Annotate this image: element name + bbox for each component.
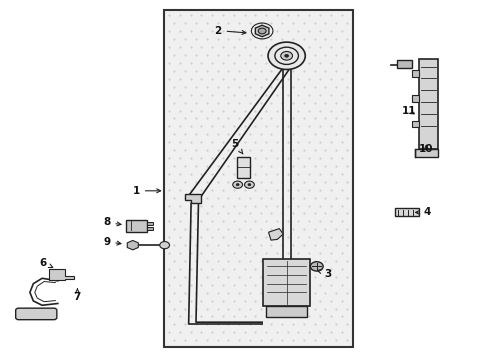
Bar	[415, 149, 438, 157]
Bar	[266, 306, 308, 317]
Circle shape	[245, 181, 254, 188]
Text: 5: 5	[232, 139, 243, 154]
Text: 7: 7	[74, 289, 81, 302]
Text: 3: 3	[318, 269, 332, 279]
Text: 10: 10	[419, 144, 434, 154]
Circle shape	[258, 28, 266, 34]
Text: 2: 2	[215, 26, 246, 36]
Polygon shape	[127, 240, 138, 250]
Text: 8: 8	[103, 217, 121, 228]
Text: 11: 11	[402, 106, 416, 116]
Text: 6: 6	[40, 258, 53, 268]
Bar	[397, 60, 412, 68]
Polygon shape	[185, 194, 201, 203]
Circle shape	[160, 242, 170, 249]
Text: 1: 1	[133, 186, 161, 196]
Text: 9: 9	[103, 237, 121, 247]
FancyBboxPatch shape	[16, 308, 57, 320]
Bar	[237, 157, 250, 178]
Bar	[412, 70, 419, 77]
Bar	[395, 208, 419, 216]
Circle shape	[285, 54, 289, 57]
Polygon shape	[269, 229, 283, 240]
Polygon shape	[255, 25, 269, 37]
Bar	[147, 227, 153, 230]
Circle shape	[268, 42, 305, 69]
Text: 4: 4	[416, 207, 431, 217]
Polygon shape	[49, 269, 74, 280]
Circle shape	[248, 184, 251, 186]
Circle shape	[281, 51, 293, 60]
Circle shape	[236, 184, 239, 186]
Circle shape	[311, 262, 323, 271]
FancyBboxPatch shape	[264, 259, 310, 306]
Bar	[126, 220, 147, 232]
Bar	[164, 10, 353, 347]
Bar	[412, 121, 419, 127]
Bar	[412, 95, 419, 102]
Bar	[147, 222, 153, 225]
Circle shape	[233, 181, 243, 188]
Bar	[419, 59, 438, 149]
